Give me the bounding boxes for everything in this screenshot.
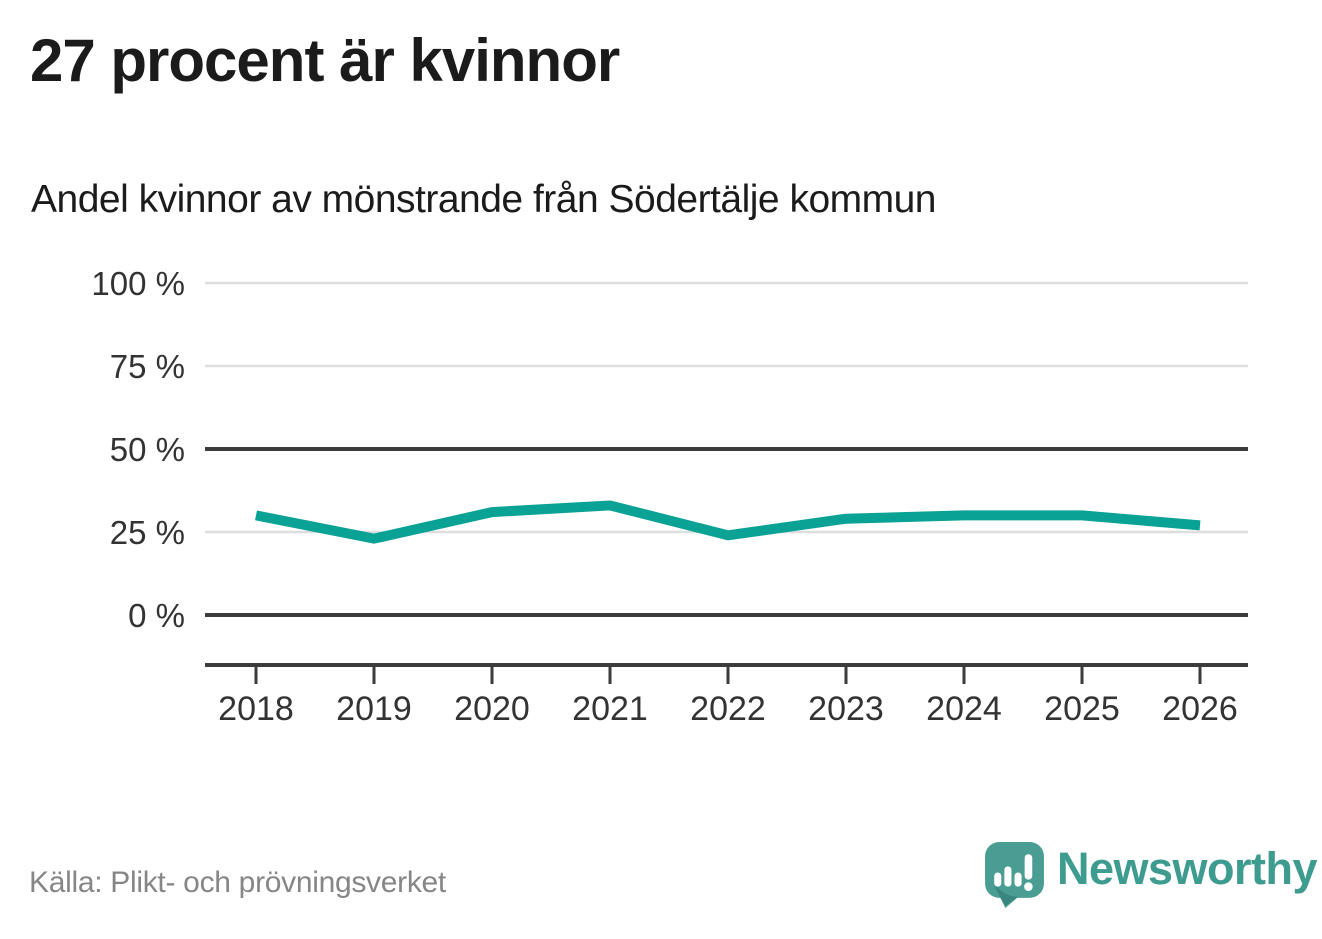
newsworthy-logo-icon [985,842,1044,908]
newsworthy-brand: Newsworthy [983,841,1318,908]
x-tick-label: 2026 [1162,690,1238,728]
y-tick-label: 50 % [110,431,185,468]
x-tick-label: 2023 [808,690,884,728]
y-tick-label: 75 % [110,348,185,385]
x-tick-label: 2020 [454,690,530,728]
x-tick-label: 2018 [218,690,294,728]
x-tick-label: 2025 [1044,690,1120,728]
brand-name: Newsworthy [1057,843,1318,894]
y-tick-label: 100 % [91,265,185,302]
x-tick-label: 2021 [572,690,648,728]
data-line-series [255,500,1201,544]
chart-subtitle: Andel kvinnor av mönstrande från Södertä… [31,178,936,221]
x-tick-label: 2024 [926,690,1002,728]
chart-title: 27 procent är kvinnor [30,27,620,94]
source-attribution: Källa: Plikt- och prövningsverket [29,866,446,899]
y-tick-label: 0 % [128,597,185,634]
x-tick-label: 2019 [336,690,412,728]
x-tick-label: 2022 [690,690,766,728]
y-tick-label: 25 % [110,514,185,551]
